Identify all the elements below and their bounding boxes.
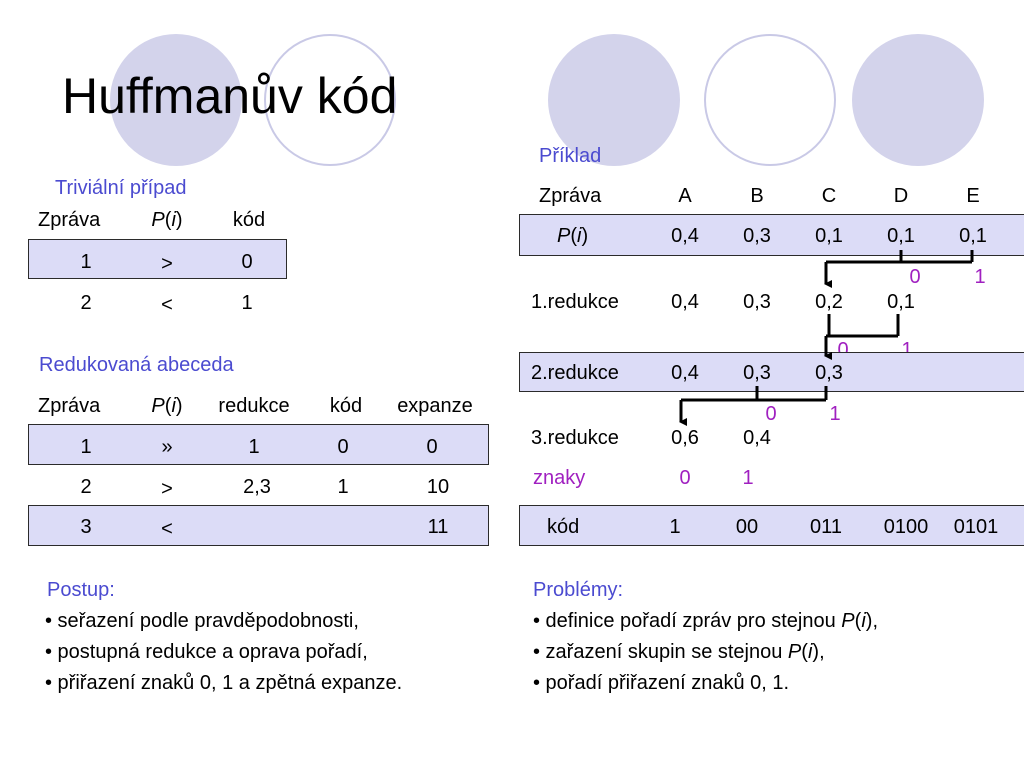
merge-arrow-1 xyxy=(824,250,974,288)
merge-arrow-3 xyxy=(679,386,828,426)
trivial-case-label: Triviální případ xyxy=(55,177,187,199)
code-c: 011 xyxy=(810,516,842,538)
decor-circle-5 xyxy=(852,34,984,166)
reduction-2-band xyxy=(519,352,1024,392)
problems-item-1: • definice pořadí zpráv pro stejnou P(i)… xyxy=(533,610,878,632)
reduced-header-p: P(i) xyxy=(151,395,183,417)
postup-item-3: • přiřazení znaků 0, 1 a zpětná expanze. xyxy=(45,672,403,694)
reduced-row3-band xyxy=(28,505,489,546)
sign-0: 0 xyxy=(679,467,691,489)
trivial-row2-code: 1 xyxy=(241,292,253,314)
decor-circle-4 xyxy=(704,34,836,166)
reduced-row2-expansion: 10 xyxy=(426,476,450,498)
reduced-row1-sym: » xyxy=(161,436,173,458)
reduction-3-label: 3.redukce xyxy=(531,427,619,449)
code-band xyxy=(519,505,1024,546)
reduced-row2-code: 1 xyxy=(337,476,349,498)
problems-item-3: • pořadí přiřazení znaků 0, 1. xyxy=(533,672,790,694)
reduced-header-msg: Zpráva xyxy=(38,395,101,417)
example-prob-band xyxy=(519,214,1024,256)
reduction-1-value-2: 0,3 xyxy=(743,291,771,313)
reduction-1-value-4: 0,1 xyxy=(887,291,915,313)
example-symbol-b: B xyxy=(750,185,764,207)
trivial-header-code: kód xyxy=(232,209,266,231)
problems-label: Problémy: xyxy=(533,579,624,601)
example-header-msg: Zpráva xyxy=(539,185,602,207)
trivial-row1-sym: > xyxy=(161,253,173,275)
example-prob-a: 0,4 xyxy=(671,225,699,247)
bit-0-step3: 0 xyxy=(765,403,777,425)
reduced-row1-band xyxy=(28,424,489,465)
postup-item-2: • postupná redukce a oprava pořadí, xyxy=(45,641,368,663)
bit-0-step1: 0 xyxy=(909,266,921,288)
reduced-header-expansion: expanze xyxy=(397,395,473,417)
reduced-row1-msg: 1 xyxy=(80,436,92,458)
bit-1-step3: 1 xyxy=(829,403,841,425)
example-symbol-e: E xyxy=(966,185,980,207)
trivial-header-p: P(i) xyxy=(151,209,183,231)
decor-circle-2 xyxy=(264,34,396,166)
reduction-3-value-1: 0,6 xyxy=(671,427,699,449)
reduced-row1-code: 0 xyxy=(337,436,349,458)
reduction-1-value-3: 0,2 xyxy=(815,291,843,313)
example-label: Příklad xyxy=(539,145,602,167)
example-prob-b: 0,3 xyxy=(743,225,771,247)
decor-circle-1 xyxy=(110,34,242,166)
reduction-1-value-1: 0,4 xyxy=(671,291,699,313)
trivial-row1-msg: 1 xyxy=(80,251,92,273)
bit-1-step2: 1 xyxy=(901,339,913,361)
example-prob-d: 0,1 xyxy=(887,225,915,247)
example-symbol-a: A xyxy=(678,185,692,207)
reduced-row2-msg: 2 xyxy=(80,476,92,498)
reduced-row1-reduction: 1 xyxy=(248,436,260,458)
reduction-3-value-2: 0,4 xyxy=(743,427,771,449)
trivial-row1-code: 0 xyxy=(241,251,253,273)
example-symbol-d: D xyxy=(893,185,909,207)
code-e: 0101 xyxy=(953,516,999,538)
example-prob-label: P(i) xyxy=(557,225,589,247)
page-title: Huffmanův kód xyxy=(62,68,398,124)
trivial-header-msg: Zpráva xyxy=(38,209,101,231)
code-a: 1 xyxy=(669,516,681,538)
reduced-alphabet-label: Redukovaná abeceda xyxy=(39,354,234,376)
example-symbol-c: C xyxy=(821,185,837,207)
problems-item-2: • zařazení skupin se stejnou P(i), xyxy=(533,641,825,663)
trivial-row2-sym: < xyxy=(161,294,173,316)
reduction-2-value-3: 0,3 xyxy=(815,362,843,384)
trivial-row2-msg: 2 xyxy=(80,292,92,314)
reduced-header-code: kód xyxy=(329,395,363,417)
bit-1-step1: 1 xyxy=(974,266,986,288)
postup-label: Postup: xyxy=(47,579,115,601)
reduced-row3-expansion: 11 xyxy=(427,516,449,538)
code-b: 00 xyxy=(735,516,759,538)
reduced-row3-sym: < xyxy=(161,518,173,540)
trivial-row-band xyxy=(28,239,287,279)
reduced-row2-sym: > xyxy=(161,478,173,500)
reduced-row1-expansion: 0 xyxy=(426,436,438,458)
code-d: 0100 xyxy=(883,516,929,538)
reduction-1-label: 1.redukce xyxy=(531,291,619,313)
reduction-2-value-1: 0,4 xyxy=(671,362,699,384)
decor-circle-3 xyxy=(548,34,680,166)
reduced-header-reduction: redukce xyxy=(218,395,290,417)
reduction-2-label: 2.redukce xyxy=(531,362,619,384)
reduced-row3-msg: 3 xyxy=(80,516,92,538)
signs-label: znaky xyxy=(533,467,586,489)
sign-1: 1 xyxy=(742,467,754,489)
merge-arrow-2 xyxy=(824,314,900,360)
postup-item-1: • seřazení podle pravděpodobnosti, xyxy=(45,610,359,632)
bit-0-step2: 0 xyxy=(837,339,849,361)
reduction-2-value-2: 0,3 xyxy=(743,362,771,384)
example-prob-c: 0,1 xyxy=(815,225,843,247)
code-label: kód xyxy=(547,516,580,538)
example-prob-e: 0,1 xyxy=(959,225,987,247)
reduced-row2-reduction: 2,3 xyxy=(243,476,271,498)
